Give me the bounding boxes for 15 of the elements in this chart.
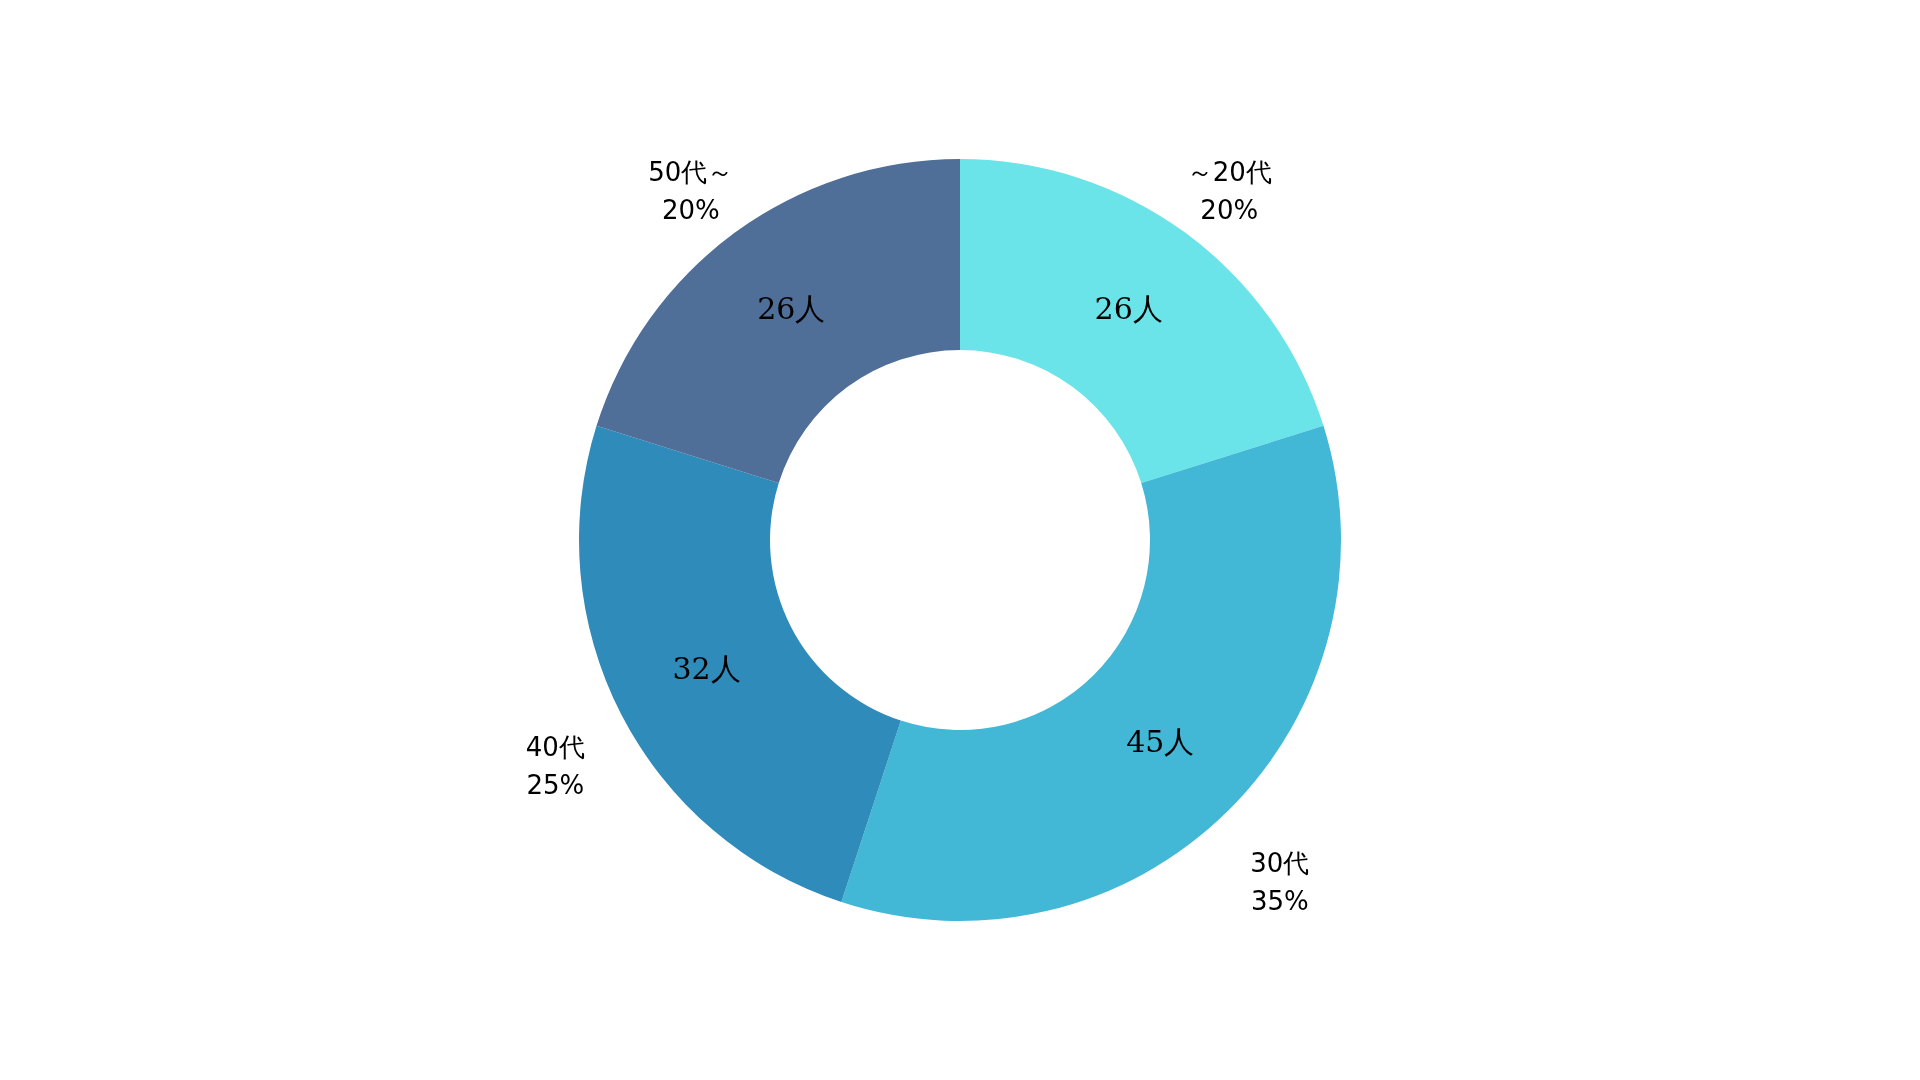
donut-slice [960, 159, 1324, 484]
text: 20% [1200, 195, 1259, 226]
donut-slice [841, 425, 1341, 921]
data-label: 32人 [672, 651, 741, 687]
text: 25% [526, 770, 585, 801]
slice-label: 40代 [525, 732, 585, 763]
donut-slice [596, 159, 960, 484]
slice-label: 50代～ [648, 157, 734, 188]
text: 20% [661, 195, 720, 226]
text: 35% [1250, 885, 1309, 916]
data-label: 45人 [1126, 723, 1195, 759]
data-label: 26人 [757, 291, 826, 327]
slice-label: 30代 [1250, 847, 1310, 878]
slice-label: ～20代 [1186, 157, 1272, 188]
data-label: 26人 [1094, 291, 1163, 327]
